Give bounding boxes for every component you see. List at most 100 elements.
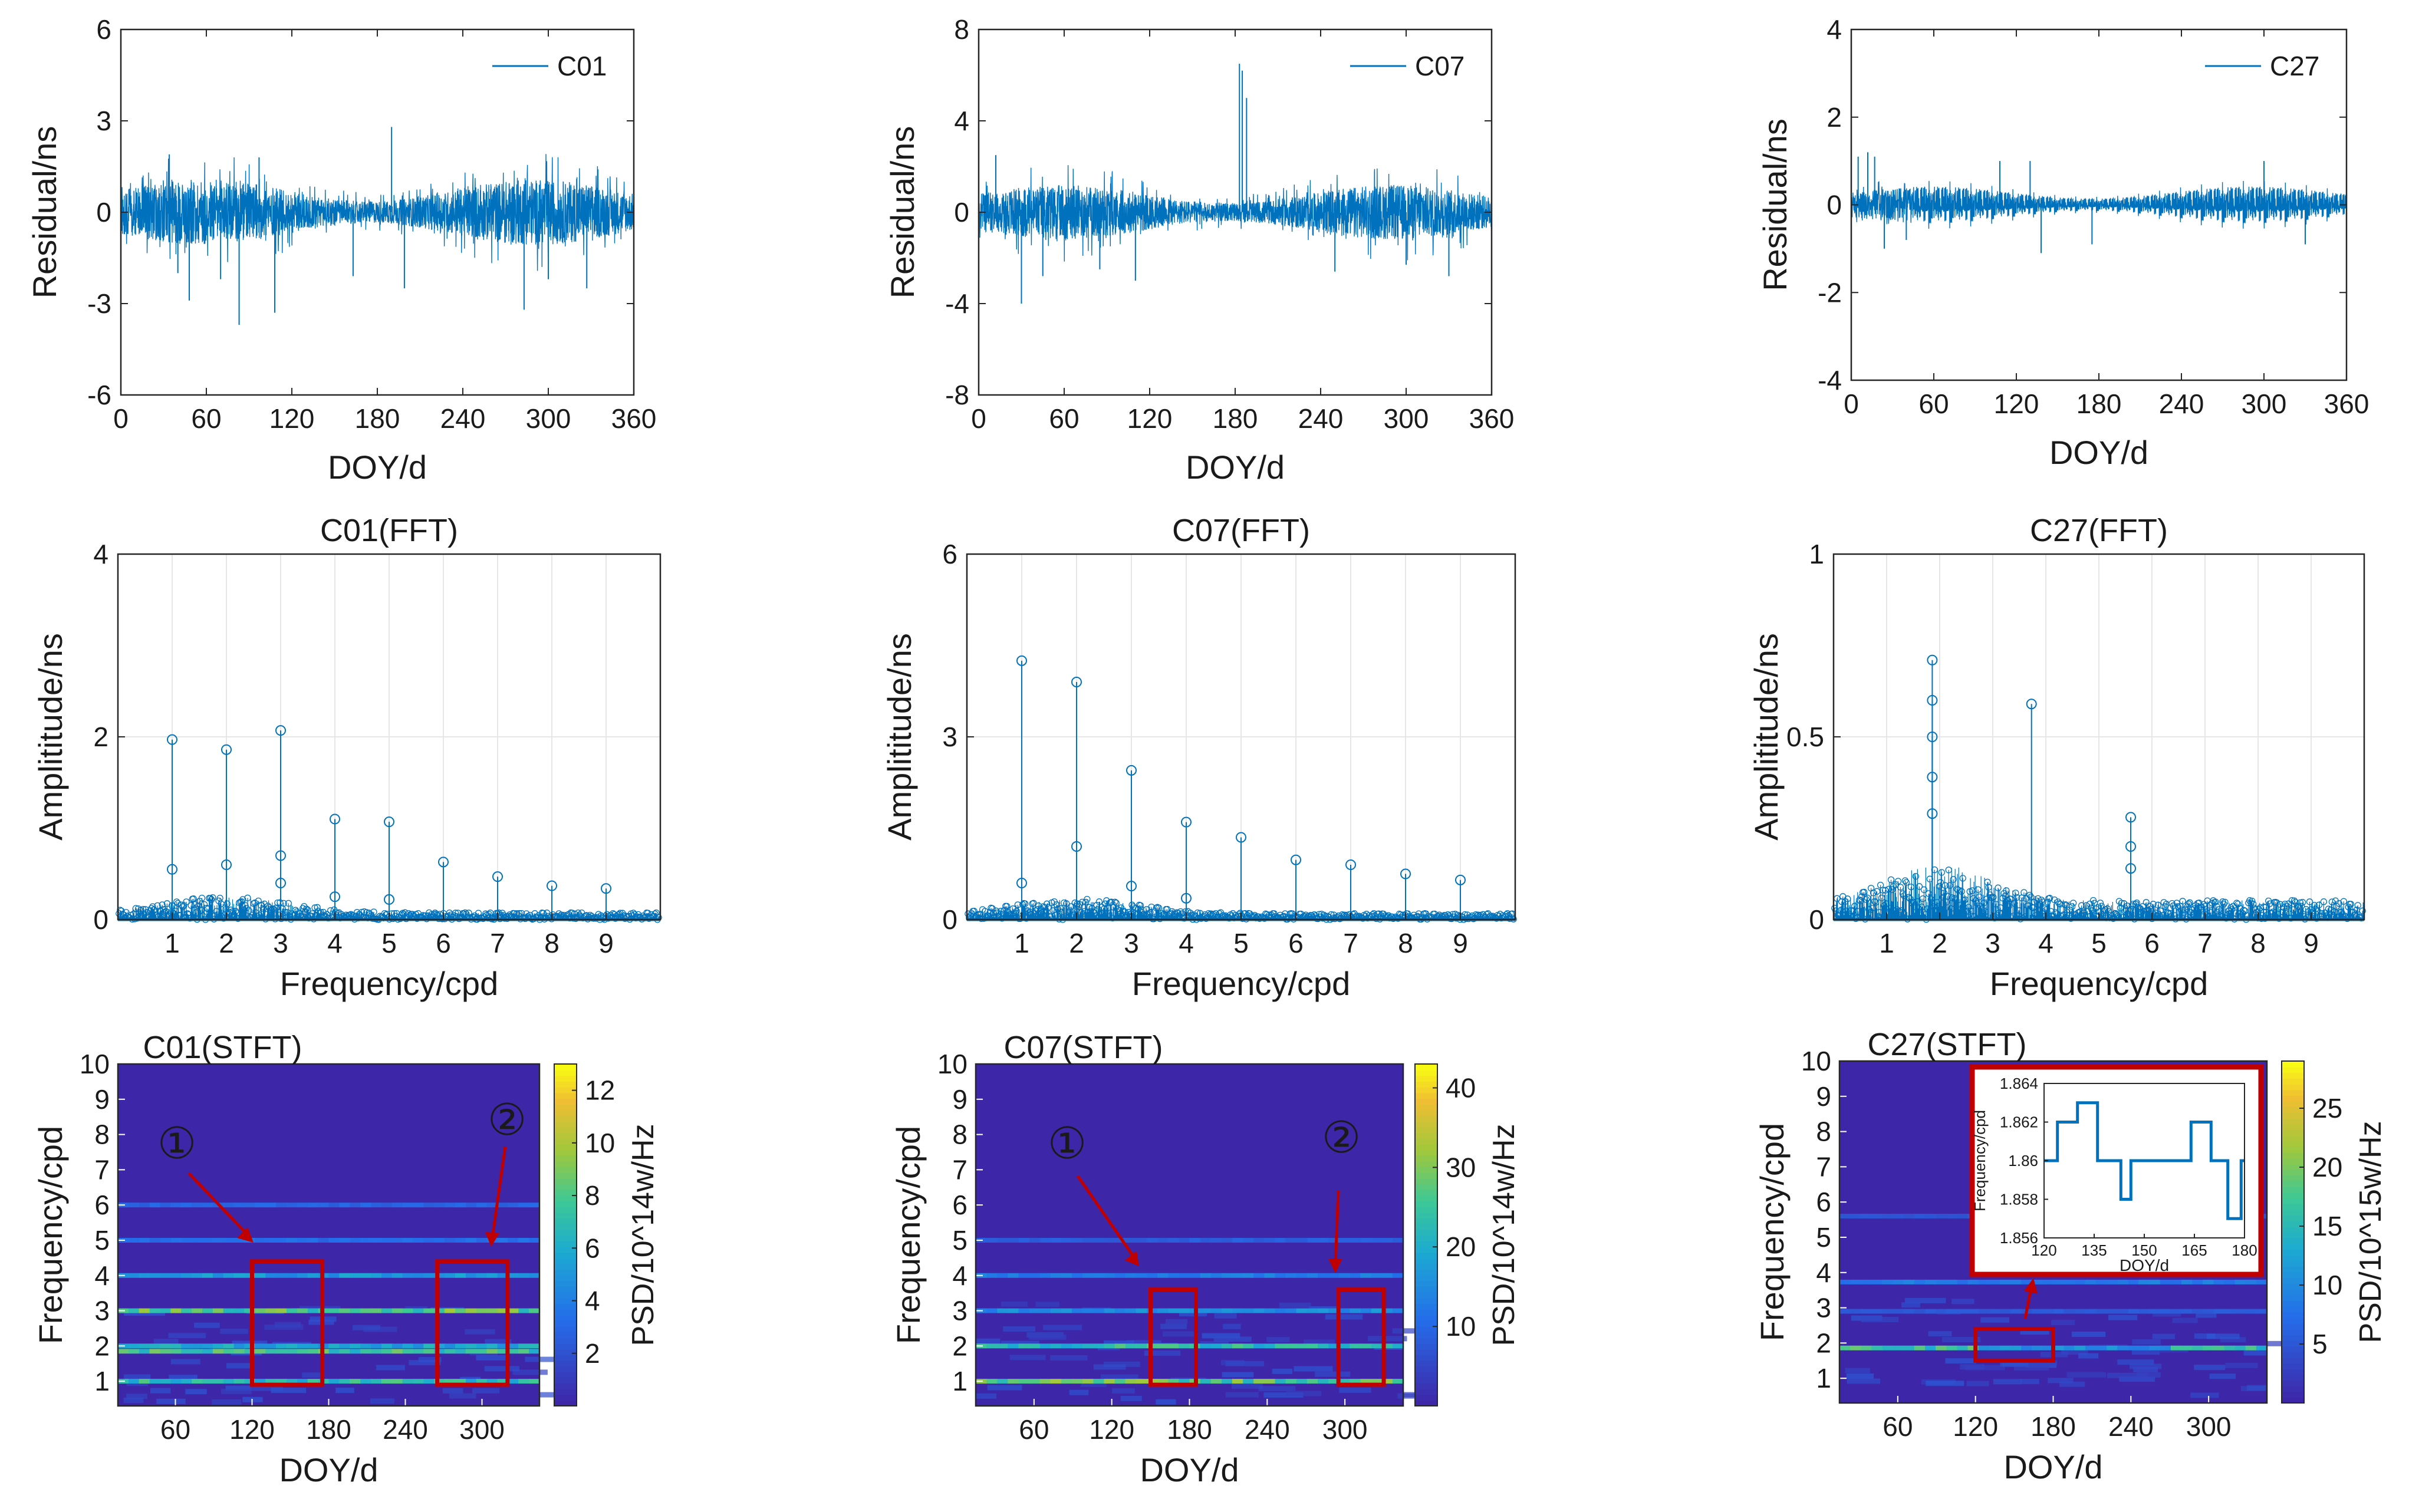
colorbar-cell [554, 1223, 577, 1230]
frequency-band [2064, 1345, 2075, 1350]
frequency-band [2149, 1309, 2161, 1314]
frequency-band [160, 1273, 172, 1278]
frequency-band [244, 1203, 256, 1208]
x-tick-label: 0 [971, 403, 986, 434]
frequency-band [1946, 1345, 1958, 1350]
colorbar-cell [554, 1240, 577, 1247]
frequency-band [402, 1308, 414, 1313]
y-tick-label: 4 [94, 1260, 110, 1291]
heatmap-cell [1861, 1316, 1899, 1322]
frequency-band [233, 1349, 245, 1354]
colorbar-cell [1415, 1246, 1437, 1253]
heatmap-cell [2152, 1333, 2175, 1339]
frequency-band [1125, 1343, 1137, 1349]
heatmap-cell [539, 1392, 561, 1398]
colorbar-cell [1415, 1126, 1437, 1133]
frequency-band [497, 1237, 509, 1243]
frequency-band [1839, 1345, 1851, 1350]
frequency-band [1125, 1237, 1137, 1243]
frequency-band [1989, 1279, 2000, 1284]
frequency-band [1061, 1237, 1073, 1243]
frequency-band [2203, 1279, 2214, 1284]
frequency-band [2160, 1309, 2171, 1314]
colorbar-cell [1415, 1155, 1437, 1162]
x-tick-label: 9 [2303, 928, 2319, 958]
x-tick-label: 60 [1049, 403, 1079, 434]
frequency-band [2245, 1345, 2257, 1350]
frequency-band [149, 1308, 161, 1313]
peak-marker [221, 744, 232, 755]
heatmap-cell [194, 1322, 220, 1328]
heatmap-cell [2078, 1353, 2099, 1359]
colorbar-cell [2282, 1112, 2304, 1119]
frequency-band [986, 1237, 998, 1243]
frequency-band [1168, 1379, 1180, 1384]
frequency-band [2234, 1279, 2246, 1284]
inset-series [2044, 1101, 2245, 1220]
frequency-band [2032, 1345, 2043, 1350]
frequency-band [1318, 1237, 1329, 1243]
colorbar-cell [1415, 1206, 1437, 1213]
arrowhead [2024, 1278, 2038, 1294]
peak-marker [2125, 841, 2136, 852]
frequency-band [339, 1203, 351, 1208]
heatmap-cell [1263, 1392, 1304, 1398]
frequency-band [1018, 1237, 1030, 1243]
frequency-band [445, 1308, 456, 1313]
frequency-band [1999, 1345, 2011, 1350]
frequency-band [1189, 1237, 1201, 1243]
heatmap-cell [168, 1333, 206, 1339]
heatmap-cell [124, 1310, 165, 1316]
x-tick-label: 120 [229, 1414, 275, 1445]
colorbar-cell [554, 1109, 577, 1116]
colorbar-cell [2282, 1243, 2304, 1250]
heatmap-cell [220, 1329, 248, 1335]
colorbar-cell [2282, 1294, 2304, 1301]
frequency-band [128, 1273, 140, 1278]
arrowhead [1328, 1259, 1342, 1273]
frequency-band [339, 1349, 351, 1354]
frequency-band [1871, 1214, 1883, 1219]
frequency-band [1882, 1279, 1894, 1284]
y-tick-label: -4 [945, 288, 969, 319]
colorbar-cell [1415, 1189, 1437, 1196]
frequency-band [1318, 1343, 1329, 1349]
x-tick-label: 9 [598, 928, 614, 958]
frequency-band [1264, 1343, 1276, 1349]
frequency-band [476, 1237, 488, 1243]
colorbar-cell [554, 1257, 577, 1264]
frequency-band [1381, 1308, 1393, 1313]
peak-marker [167, 734, 177, 745]
frequency-band [497, 1273, 509, 1278]
frequency-band [287, 1349, 298, 1354]
frequency-band [223, 1308, 235, 1313]
frequency-band [455, 1273, 466, 1278]
frequency-band [170, 1379, 182, 1384]
frequency-band [1946, 1214, 1958, 1219]
colorbar-cell [554, 1115, 577, 1122]
colorbar-cell [1415, 1223, 1437, 1230]
heatmap-cell [1303, 1339, 1335, 1345]
frequency-band [1104, 1237, 1115, 1243]
frequency-band [1018, 1273, 1030, 1278]
peak-marker [1927, 654, 1938, 666]
frequency-band [2138, 1345, 2150, 1350]
heatmap-cell [1202, 1333, 1240, 1339]
colorbar-cell [2282, 1118, 2304, 1125]
frequency-band [1306, 1237, 1318, 1243]
frequency-band [2107, 1345, 2118, 1350]
x-tick-label: 60 [1019, 1414, 1049, 1445]
x-tick-label: 120 [1994, 388, 2039, 419]
heatmap-cell [124, 1374, 151, 1380]
frequency-band [307, 1237, 319, 1243]
frequency-band [1264, 1308, 1276, 1313]
frequency-band [1371, 1237, 1383, 1243]
frequency-band [1360, 1237, 1372, 1243]
frequency-band [2181, 1309, 2193, 1314]
frequency-band [160, 1237, 172, 1243]
residual-series [1851, 180, 2347, 229]
frequency-band [1978, 1345, 1990, 1350]
colorbar-cell [1415, 1178, 1437, 1184]
frequency-band [1318, 1308, 1329, 1313]
frequency-band [1957, 1345, 1969, 1350]
